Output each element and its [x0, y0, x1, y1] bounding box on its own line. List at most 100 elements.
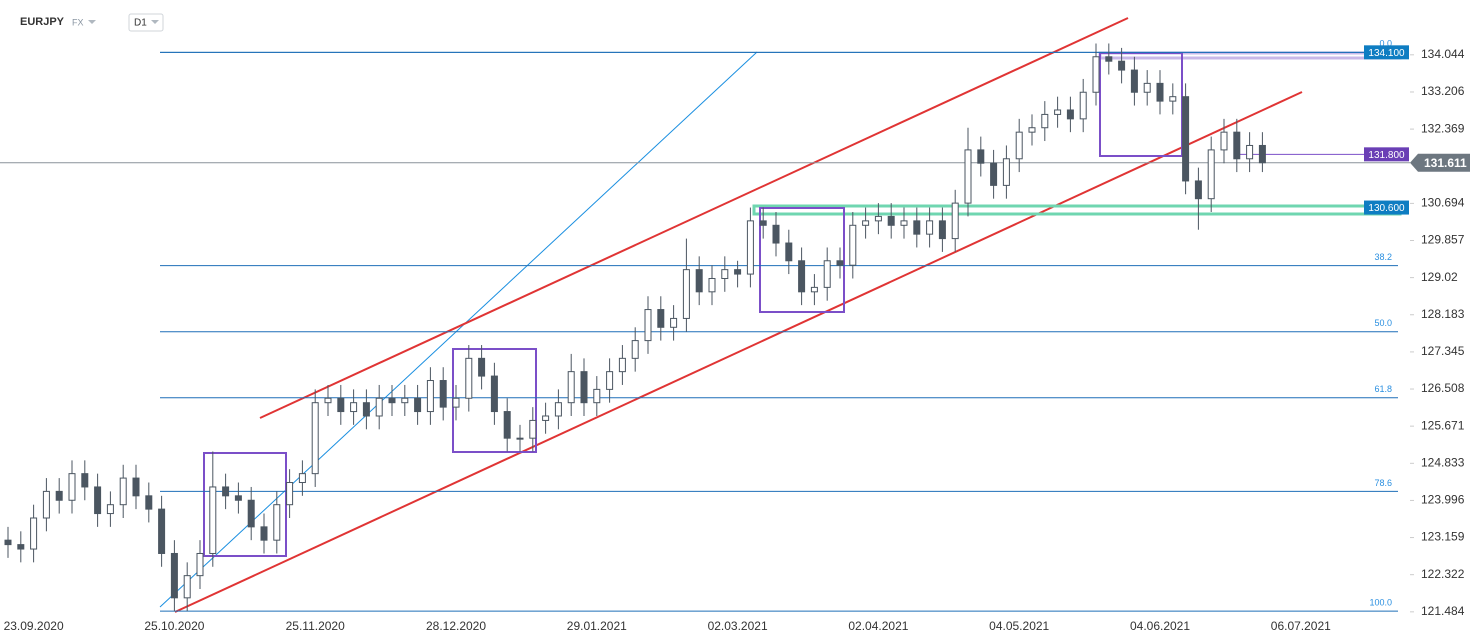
candle-body	[1156, 82, 1164, 102]
x-tick-label: 04.05.2021	[989, 619, 1049, 633]
dropdown-arrow[interactable]	[151, 20, 159, 24]
candle-body	[260, 526, 268, 541]
y-tick-label: 125.671	[1421, 418, 1465, 432]
candle-body	[452, 397, 460, 408]
candle-body	[273, 504, 281, 541]
candle-body	[977, 149, 985, 164]
candle-body	[951, 202, 959, 240]
market[interactable]: FX	[72, 17, 84, 27]
fib-label: 100.0	[1369, 598, 1392, 608]
candle-body	[209, 486, 217, 554]
candle-body	[311, 402, 319, 475]
y-tick-label: 124.833	[1421, 455, 1465, 469]
y-tick-label: 133.206	[1421, 84, 1465, 98]
candle-body	[94, 486, 102, 515]
candle-body	[670, 317, 678, 328]
level-tag	[1364, 147, 1409, 162]
candle-body	[1246, 144, 1254, 160]
candle-body	[644, 309, 652, 342]
fib-label: 50.0	[1374, 318, 1392, 328]
x-tick-label: 04.06.2021	[1130, 619, 1190, 633]
x-tick-label: 25.11.2020	[286, 619, 345, 633]
candle-body	[350, 402, 358, 413]
highlight-box	[759, 207, 845, 313]
candle-body	[708, 278, 716, 293]
candle-body	[414, 397, 422, 413]
candle-body	[286, 482, 294, 506]
x-tick-label: 23.09.2020	[4, 619, 64, 633]
level-tag-label: 134.100	[1368, 48, 1405, 59]
candle-body	[593, 388, 601, 404]
y-tick-label: 123.996	[1421, 493, 1465, 507]
candle-body	[516, 437, 524, 440]
fib-label: 78.6	[1374, 478, 1392, 488]
candle-body	[106, 504, 114, 515]
candle-body	[862, 220, 870, 226]
candle-body	[1015, 131, 1023, 160]
candle-body	[337, 397, 345, 413]
y-tick-label: 126.508	[1421, 381, 1465, 395]
candle-body	[1233, 131, 1241, 160]
candle-body	[503, 411, 511, 439]
candle-body	[234, 495, 242, 501]
last-price-label: 131.611	[1424, 156, 1467, 170]
candle-body	[682, 269, 690, 319]
x-tick-label: 29.01.2021	[567, 619, 627, 633]
candle-body	[938, 220, 946, 240]
candle-body	[1258, 144, 1266, 164]
level-tag-label: 130.600	[1368, 203, 1405, 214]
fib-label: 0.0	[1379, 39, 1392, 49]
candle-body	[849, 224, 857, 266]
candle-body	[1143, 82, 1151, 93]
trend-line	[159, 51, 758, 608]
channel-line	[259, 17, 1129, 419]
channel-line	[174, 91, 1303, 613]
candle-body	[746, 220, 754, 275]
x-tick-label: 28.12.2020	[426, 619, 486, 633]
candle-body	[362, 402, 370, 417]
highlight-box	[1099, 52, 1183, 157]
candle-body	[1105, 56, 1113, 62]
candle-body	[42, 490, 50, 519]
candle-body	[785, 242, 793, 262]
candle-body	[401, 397, 409, 404]
level-tag	[1364, 45, 1409, 60]
candle-body	[606, 371, 614, 390]
candle-body	[81, 473, 89, 488]
candle-body	[1079, 91, 1087, 120]
interval[interactable]: D1	[134, 18, 147, 29]
fib-label: 61.8	[1374, 384, 1392, 394]
candle-body	[772, 224, 780, 244]
candle-body	[913, 220, 921, 235]
candle-body	[1220, 131, 1228, 151]
candle-body	[1118, 60, 1126, 71]
candle-body	[580, 371, 588, 404]
candle-body	[1169, 96, 1177, 102]
candle-body	[465, 357, 473, 399]
x-tick-label: 25.10.2020	[144, 619, 204, 633]
y-tick-label: 123.159	[1421, 530, 1465, 544]
candle-body	[554, 402, 562, 417]
candle-body	[1002, 158, 1010, 186]
candle-body	[1092, 56, 1100, 93]
candle-body	[1041, 113, 1049, 129]
interval-select[interactable]	[128, 13, 164, 32]
highlight-box	[203, 452, 287, 557]
candle-body	[1066, 109, 1074, 120]
candle-body	[798, 260, 806, 293]
dropdown-arrow[interactable]	[88, 20, 96, 24]
candle-body	[183, 575, 191, 599]
x-tick-label: 06.07.2021	[1271, 619, 1331, 633]
candle-body	[439, 380, 447, 408]
candle-body	[1194, 180, 1202, 200]
candle-body	[1028, 127, 1036, 133]
candle-body	[426, 380, 434, 413]
candle-body	[196, 552, 204, 577]
candle-body	[823, 260, 831, 288]
candle-body	[529, 419, 537, 439]
candle-body	[170, 552, 178, 599]
candle-body	[887, 215, 895, 226]
y-tick-label: 121.484	[1421, 604, 1465, 618]
candle-body	[30, 517, 38, 550]
candle-body	[900, 220, 908, 226]
